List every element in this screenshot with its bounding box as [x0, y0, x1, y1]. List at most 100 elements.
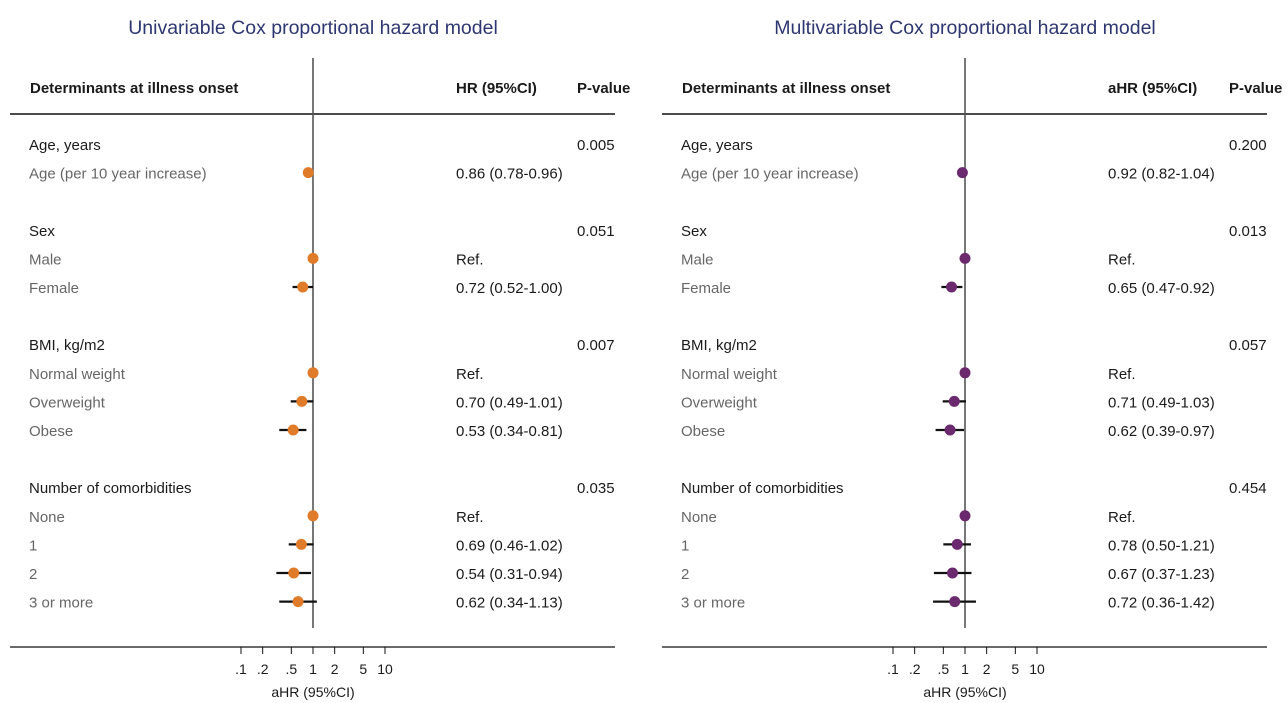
header-determinants: Determinants at illness onset [682, 80, 890, 97]
x-tick-label: 2 [331, 661, 339, 677]
header-pvalue: P-value [577, 80, 630, 97]
point-estimate-marker [951, 538, 963, 550]
group-pvalue: 0.051 [577, 223, 615, 240]
group-label: BMI, kg/m2 [681, 337, 757, 354]
row-estimate-text: 0.92 (0.82-1.04) [1108, 166, 1215, 183]
point-estimate-marker [944, 424, 956, 436]
group-pvalue: 0.200 [1229, 137, 1267, 154]
row-estimate-text: Ref. [1108, 509, 1136, 526]
x-tick-label: 1 [309, 661, 317, 677]
x-tick-label: .5 [285, 661, 297, 677]
row-estimate-text: Ref. [456, 509, 484, 526]
x-tick-label: 5 [359, 661, 367, 677]
forest-panel-multivariable: Multivariable Cox proportional hazard mo… [662, 17, 1282, 700]
x-tick-label: 10 [1029, 661, 1045, 677]
panel-title: Univariable Cox proportional hazard mode… [128, 17, 498, 39]
group-label: Number of comorbidities [681, 480, 844, 497]
header-estimate: HR (95%CI) [456, 80, 537, 97]
group-label: BMI, kg/m2 [29, 337, 105, 354]
point-estimate-marker [296, 395, 308, 407]
point-estimate-marker [946, 281, 958, 293]
point-estimate-marker [287, 424, 299, 436]
row-label: Age (per 10 year increase) [681, 166, 859, 183]
row-label: 1 [29, 537, 37, 554]
row-label: 2 [681, 566, 689, 583]
group-pvalue: 0.007 [577, 337, 615, 354]
row-estimate-text: 0.62 (0.34-1.13) [456, 595, 563, 612]
point-estimate-marker [959, 252, 971, 264]
group-label: Sex [29, 223, 55, 240]
header-pvalue: P-value [1229, 80, 1282, 97]
row-label: Male [29, 251, 62, 268]
row-estimate-text: Ref. [1108, 366, 1136, 383]
x-tick-label: .2 [257, 661, 269, 677]
row-estimate-text: 0.69 (0.46-1.02) [456, 537, 563, 554]
group-pvalue: 0.035 [577, 480, 615, 497]
x-tick-label: 10 [377, 661, 393, 677]
point-estimate-marker [307, 252, 319, 264]
row-estimate-text: 0.67 (0.37-1.23) [1108, 566, 1215, 583]
row-label: Obese [29, 423, 73, 440]
row-label: Age (per 10 year increase) [29, 166, 207, 183]
row-label: Overweight [29, 394, 106, 411]
point-estimate-marker [295, 538, 307, 550]
group-label: Age, years [681, 137, 753, 154]
x-axis-label: aHR (95%CI) [271, 684, 354, 700]
x-tick-label: .2 [909, 661, 921, 677]
row-label: Male [681, 251, 714, 268]
row-label: Female [29, 280, 79, 297]
point-estimate-marker [297, 281, 309, 293]
group-pvalue: 0.005 [577, 137, 615, 154]
row-label: None [681, 509, 717, 526]
point-estimate-marker [956, 167, 968, 179]
group-label: Sex [681, 223, 707, 240]
panel-title: Multivariable Cox proportional hazard mo… [774, 17, 1156, 39]
row-label: 2 [29, 566, 37, 583]
row-estimate-text: 0.71 (0.49-1.03) [1108, 394, 1215, 411]
row-estimate-text: 0.62 (0.39-0.97) [1108, 423, 1215, 440]
group-pvalue: 0.013 [1229, 223, 1267, 240]
point-estimate-marker [948, 395, 960, 407]
x-tick-label: 2 [983, 661, 991, 677]
row-label: Normal weight [29, 366, 126, 383]
point-estimate-marker [288, 567, 300, 579]
group-pvalue: 0.454 [1229, 480, 1267, 497]
x-tick-label: .5 [937, 661, 949, 677]
row-label: Female [681, 280, 731, 297]
x-tick-label: .1 [235, 661, 247, 677]
point-estimate-marker [292, 596, 304, 608]
row-estimate-text: 0.86 (0.78-0.96) [456, 166, 563, 183]
row-estimate-text: Ref. [456, 251, 484, 268]
row-estimate-text: 0.78 (0.50-1.21) [1108, 537, 1215, 554]
header-determinants: Determinants at illness onset [30, 80, 238, 97]
group-label: Number of comorbidities [29, 480, 192, 497]
row-label: Overweight [681, 394, 758, 411]
point-estimate-marker [307, 367, 319, 379]
row-estimate-text: 0.54 (0.31-0.94) [456, 566, 563, 583]
row-estimate-text: 0.72 (0.36-1.42) [1108, 595, 1215, 612]
row-estimate-text: 0.72 (0.52-1.00) [456, 280, 563, 297]
x-tick-label: .1 [887, 661, 899, 677]
x-tick-label: 1 [961, 661, 969, 677]
point-estimate-marker [307, 510, 319, 522]
row-label: Normal weight [681, 366, 778, 383]
point-estimate-marker [946, 567, 958, 579]
x-tick-label: 5 [1011, 661, 1019, 677]
point-estimate-marker [959, 510, 971, 522]
row-estimate-text: 0.70 (0.49-1.01) [456, 394, 563, 411]
group-pvalue: 0.057 [1229, 337, 1267, 354]
header-estimate: aHR (95%CI) [1108, 80, 1197, 97]
row-label: Obese [681, 423, 725, 440]
row-label: 3 or more [681, 595, 745, 612]
row-label: None [29, 509, 65, 526]
row-estimate-text: Ref. [456, 366, 484, 383]
x-axis-label: aHR (95%CI) [923, 684, 1006, 700]
row-estimate-text: Ref. [1108, 251, 1136, 268]
row-estimate-text: 0.53 (0.34-0.81) [456, 423, 563, 440]
row-estimate-text: 0.65 (0.47-0.92) [1108, 280, 1215, 297]
row-label: 3 or more [29, 595, 93, 612]
row-label: 1 [681, 537, 689, 554]
point-estimate-marker [949, 596, 961, 608]
